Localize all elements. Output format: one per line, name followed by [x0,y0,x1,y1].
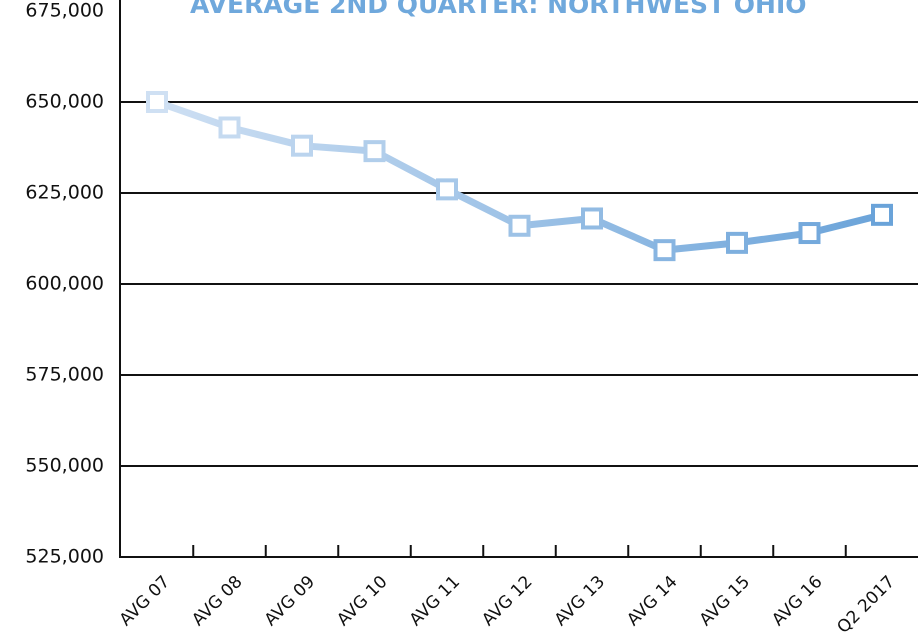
x-tick-label: AVG 13 [551,572,609,630]
chart-title: AVERAGE 2ND QUARTER: NORTHWEST OHIO [190,0,807,19]
marker [218,116,241,139]
marker [871,203,893,226]
marker [363,140,386,163]
x-tick-label: AVG 08 [188,572,246,630]
marker [798,222,821,245]
x-tick-label: Q2 2017 [833,572,899,638]
x-tick-label: AVG 12 [478,572,536,630]
y-tick-label: 675,000 [25,0,104,22]
x-tick-label: AVG 11 [406,572,464,630]
x-tick-label: AVG 14 [623,572,681,630]
x-tick-label: AVG 07 [116,572,174,630]
x-tick-label: AVG 09 [261,572,319,630]
marker [581,207,603,230]
y-tick-label: 600,000 [25,273,104,295]
x-tick-label: AVG 15 [696,572,754,630]
marker [653,239,676,262]
marker [291,134,313,157]
y-tick-label: 625,000 [25,182,104,204]
marker [508,214,531,237]
marker [436,178,458,201]
x-tick-label: AVG 16 [768,572,826,630]
marker [146,91,168,113]
x-tick-label: AVG 10 [333,572,391,630]
y-tick-label: 525,000 [25,546,104,568]
marker [726,231,748,254]
y-tick-label: 650,000 [25,91,104,113]
y-tick-label: 550,000 [25,455,104,477]
y-tick-label: 575,000 [25,364,104,386]
